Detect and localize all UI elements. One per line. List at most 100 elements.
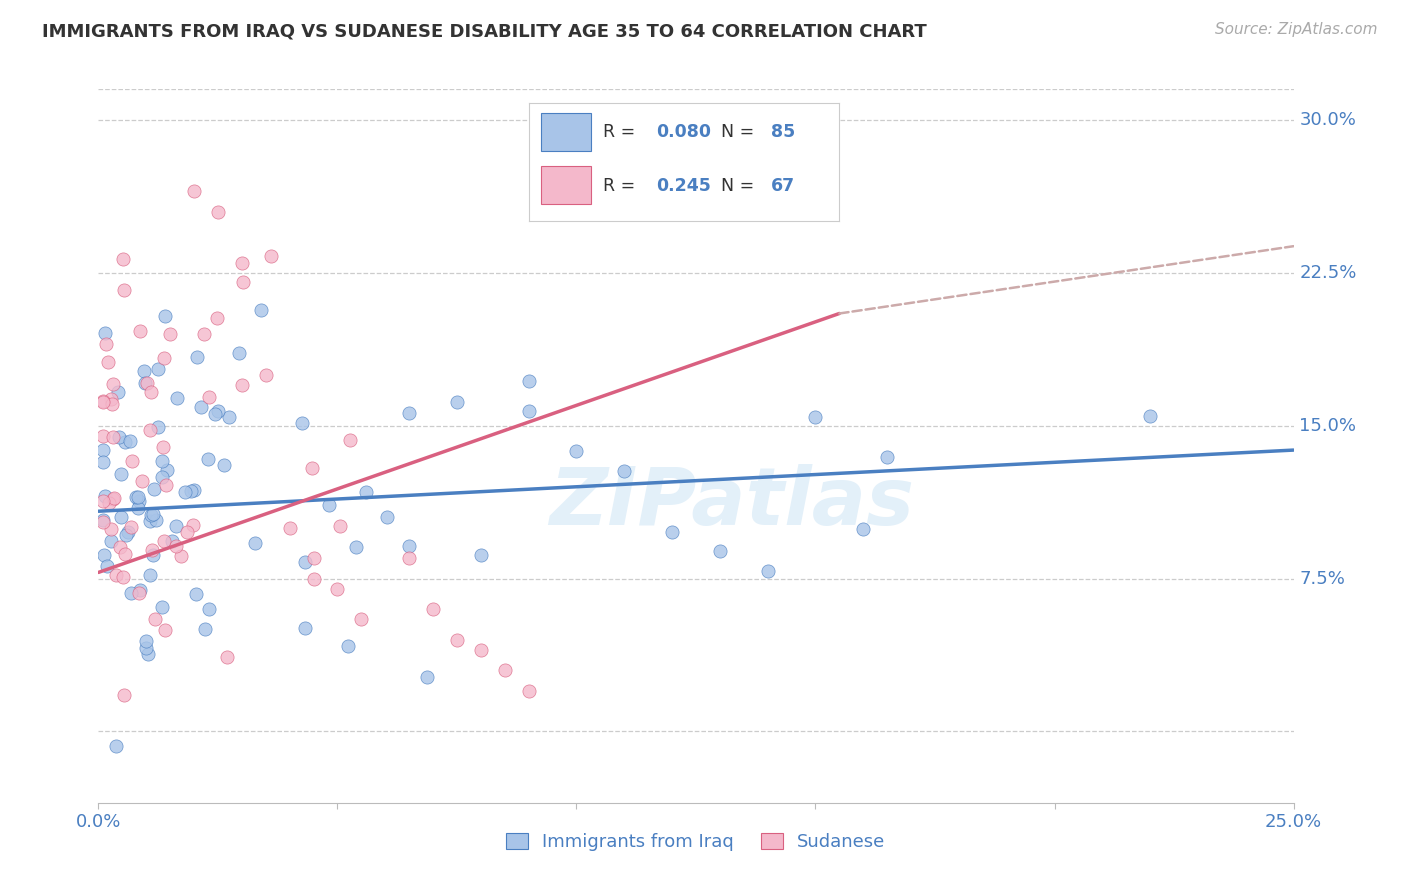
Point bbox=[249, 302, 271, 317]
Point bbox=[446, 632, 468, 647]
Point bbox=[231, 255, 253, 269]
Point bbox=[517, 683, 540, 698]
Point bbox=[148, 362, 170, 376]
Point bbox=[214, 458, 236, 472]
Text: Source: ZipAtlas.com: Source: ZipAtlas.com bbox=[1215, 22, 1378, 37]
Text: ZIPatlas: ZIPatlas bbox=[550, 464, 914, 542]
Point bbox=[174, 485, 197, 500]
Point bbox=[112, 252, 135, 267]
Point bbox=[254, 368, 277, 382]
Point bbox=[96, 559, 118, 574]
Point bbox=[125, 490, 148, 504]
Point bbox=[446, 395, 468, 409]
Point bbox=[197, 452, 219, 467]
Point bbox=[100, 522, 122, 536]
Point bbox=[329, 519, 352, 533]
Point bbox=[134, 376, 156, 390]
Point bbox=[166, 391, 188, 405]
Point bbox=[104, 739, 127, 754]
Point bbox=[91, 494, 114, 508]
Point bbox=[142, 507, 165, 521]
Point bbox=[197, 390, 219, 404]
Point bbox=[112, 570, 135, 584]
Point bbox=[153, 534, 176, 549]
Point bbox=[156, 463, 179, 477]
Point bbox=[114, 689, 136, 703]
Point bbox=[134, 364, 156, 378]
Point bbox=[143, 612, 166, 626]
Point bbox=[470, 548, 492, 562]
Point bbox=[301, 460, 323, 475]
Point bbox=[153, 351, 176, 365]
Point bbox=[150, 454, 173, 468]
Point bbox=[115, 528, 138, 542]
Point bbox=[141, 508, 163, 522]
Point bbox=[756, 564, 779, 578]
Point bbox=[160, 534, 183, 549]
Text: 15.0%: 15.0% bbox=[1299, 417, 1357, 434]
Point bbox=[170, 549, 193, 563]
Point bbox=[231, 377, 253, 392]
Point bbox=[145, 513, 167, 527]
Point bbox=[135, 633, 157, 648]
Point bbox=[114, 547, 136, 561]
Point bbox=[243, 536, 266, 550]
Point bbox=[141, 542, 163, 557]
Point bbox=[804, 410, 827, 425]
Point bbox=[661, 524, 683, 539]
Point bbox=[91, 395, 114, 409]
Point bbox=[97, 355, 120, 369]
Point bbox=[91, 515, 114, 529]
Point bbox=[91, 394, 114, 409]
Point bbox=[354, 485, 377, 500]
Point bbox=[129, 324, 152, 338]
Point bbox=[207, 404, 229, 418]
Point bbox=[91, 429, 114, 443]
Point bbox=[159, 326, 181, 341]
Text: 30.0%: 30.0% bbox=[1299, 111, 1357, 128]
Point bbox=[91, 513, 114, 527]
Point bbox=[127, 500, 149, 515]
Point bbox=[101, 492, 124, 507]
Point bbox=[517, 374, 540, 388]
Point bbox=[127, 490, 149, 504]
Text: 7.5%: 7.5% bbox=[1299, 569, 1346, 588]
Point bbox=[176, 524, 198, 539]
Point bbox=[398, 551, 420, 566]
Point bbox=[93, 548, 115, 562]
Point bbox=[278, 520, 301, 534]
Point bbox=[110, 467, 132, 481]
Point bbox=[139, 423, 162, 437]
Point bbox=[193, 326, 215, 341]
Text: IMMIGRANTS FROM IRAQ VS SUDANESE DISABILITY AGE 35 TO 64 CORRELATION CHART: IMMIGRANTS FROM IRAQ VS SUDANESE DISABIL… bbox=[42, 22, 927, 40]
Point bbox=[100, 392, 122, 407]
Point bbox=[152, 440, 174, 454]
Point bbox=[108, 430, 131, 444]
Point bbox=[103, 491, 125, 505]
Point bbox=[339, 434, 361, 448]
Point bbox=[110, 509, 132, 524]
Point bbox=[228, 346, 250, 360]
Point bbox=[165, 539, 187, 553]
Point bbox=[114, 283, 136, 297]
Point bbox=[155, 478, 177, 492]
Point bbox=[91, 455, 114, 469]
Point bbox=[494, 663, 516, 677]
Point bbox=[150, 470, 173, 484]
Point bbox=[120, 520, 142, 534]
Point bbox=[1139, 409, 1161, 424]
Point bbox=[183, 184, 205, 198]
Legend: Immigrants from Iraq, Sudanese: Immigrants from Iraq, Sudanese bbox=[499, 825, 893, 858]
Point bbox=[709, 129, 731, 144]
Point bbox=[101, 397, 124, 411]
Point bbox=[291, 416, 314, 430]
Point bbox=[128, 582, 150, 597]
Point bbox=[215, 649, 238, 664]
Point bbox=[204, 407, 226, 421]
Point bbox=[107, 384, 129, 399]
Point bbox=[180, 484, 202, 499]
Point bbox=[150, 600, 173, 615]
Point bbox=[337, 639, 360, 653]
Point bbox=[294, 621, 316, 635]
Point bbox=[183, 483, 205, 497]
